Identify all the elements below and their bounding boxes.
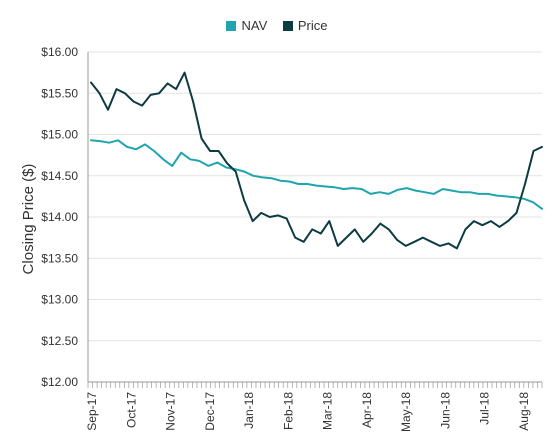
y-tick-label: $15.00 [41, 128, 78, 142]
x-tick-label: Jun-18 [438, 392, 452, 429]
x-tick-label: Dec-17 [203, 392, 217, 431]
y-axis-label: Closing Price ($) [20, 164, 37, 275]
legend-label-nav: NAV [241, 18, 268, 33]
legend-swatch-price [282, 20, 293, 31]
axes: $12.00 $12.50 $13.00 $13.50 $14.00 $14.50 $15.… [41, 45, 543, 432]
y-tick-label: $12.00 [41, 375, 78, 389]
chart-legend: NAV Price [0, 18, 554, 34]
x-tick-label: May-18 [399, 392, 413, 432]
series-line-price[interactable] [90, 71, 543, 250]
y-tick-label: $12.50 [41, 334, 78, 348]
x-tick-label: Jan-18 [242, 392, 256, 429]
series-line-nav[interactable] [90, 139, 543, 210]
x-tick-label: Nov-17 [164, 392, 178, 431]
x-tick-label: Mar-18 [321, 392, 335, 430]
x-tick-label: Aug-18 [517, 392, 531, 431]
grid-lines [88, 51, 542, 383]
y-tick-label: $13.50 [41, 251, 78, 265]
y-tick-label: $13.00 [41, 293, 78, 307]
y-tick-label: $14.50 [41, 169, 78, 183]
x-tick-label: Jul-18 [478, 392, 492, 425]
legend-label-price: Price [297, 18, 328, 33]
legend-item-nav[interactable]: NAV [226, 18, 267, 33]
x-tick-label: Feb-18 [281, 392, 295, 430]
y-tick-label: $15.50 [41, 86, 78, 100]
x-tick-label: Oct-17 [124, 392, 138, 428]
x-tick-label: Apr-18 [360, 392, 374, 428]
legend-swatch-nav [226, 20, 237, 31]
y-tick-label: $14.00 [41, 210, 78, 224]
y-tick-label: $16.00 [41, 45, 78, 59]
series-lines [90, 71, 543, 250]
x-tick-label: Sep-17 [85, 392, 99, 431]
legend-item-price[interactable]: Price [282, 18, 328, 33]
